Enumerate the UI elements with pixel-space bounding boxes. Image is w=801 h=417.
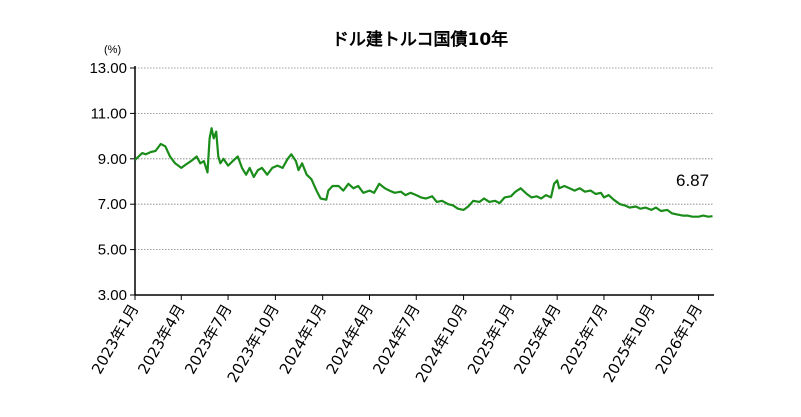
chart-title: ドル建トルコ国債10年: [332, 29, 508, 50]
y-tick-label: 3.00: [98, 287, 127, 304]
x-tick-label: 2024年4月: [322, 301, 376, 377]
y-tick-label: 5.00: [98, 242, 127, 259]
x-tick-label: 2026年1月: [652, 301, 706, 377]
y-tick-label: 9.00: [98, 151, 127, 168]
x-tick-label: 2023年4月: [134, 301, 188, 377]
y-tick-label: 7.00: [98, 196, 127, 213]
x-tick-label: 2024年1月: [276, 301, 330, 377]
y-tick-label: 13.00: [89, 60, 127, 77]
grid-lines: [135, 67, 714, 251]
y-axis-unit: (%): [104, 44, 121, 56]
last-value-label: 6.87: [676, 171, 709, 190]
x-axis-ticks: 2023年1月2023年4月2023年7月2023年10月2024年1月2024…: [88, 295, 706, 386]
x-tick-label: 2025年4月: [510, 301, 564, 377]
x-tick-label: 2025年1月: [464, 301, 518, 377]
y-tick-label: 11.00: [91, 105, 127, 122]
y-axis-ticks: 3.00 5.00 7.00 9.00 11.00 13.00: [89, 60, 135, 304]
series-line: [134, 127, 713, 218]
x-tick-label: 2024年7月: [369, 301, 423, 377]
x-tick-label: 2023年1月: [88, 301, 142, 377]
x-tick-label: 2023年7月: [181, 301, 235, 377]
x-tick-label: 2025年7月: [557, 301, 611, 377]
